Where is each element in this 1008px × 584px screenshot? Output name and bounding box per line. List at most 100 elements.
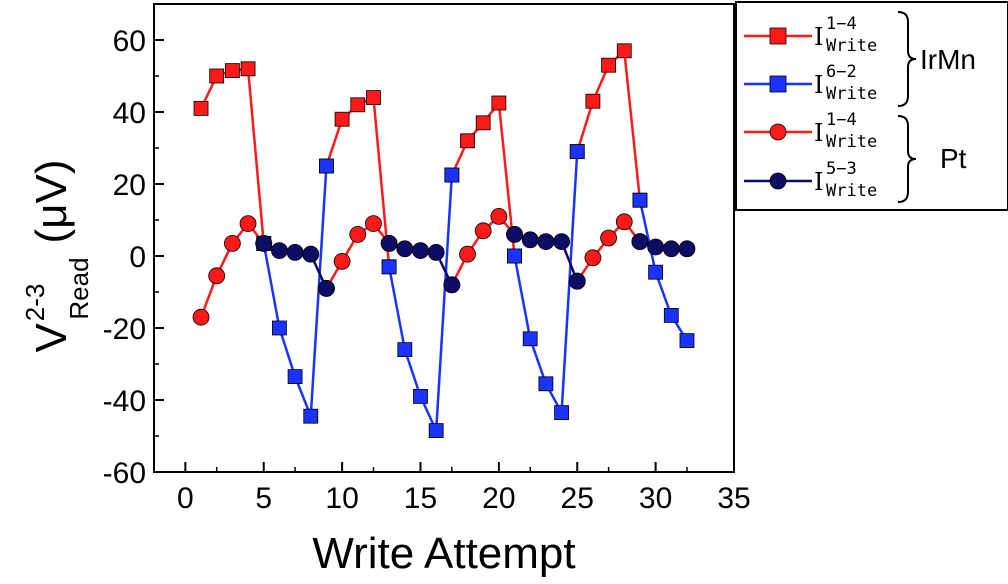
data-point: [366, 90, 381, 105]
data-point: [286, 243, 304, 261]
legend-symbol: I: [814, 168, 823, 196]
data-point: [585, 93, 601, 109]
y-tick-label: 0: [129, 241, 146, 274]
data-point: [350, 97, 366, 113]
x-tick-label: 30: [639, 482, 672, 515]
data-point: [319, 158, 334, 174]
data-point: [460, 133, 475, 149]
data-point: [663, 307, 679, 323]
data-point: [769, 123, 787, 141]
legend-subscript: Write: [826, 132, 877, 152]
data-point: [209, 68, 225, 84]
y-tick-label: 60: [113, 25, 146, 58]
data-point: [769, 27, 787, 45]
data-point: [413, 388, 428, 404]
data-point: [428, 423, 444, 439]
data-point: [568, 272, 586, 290]
data-point: [381, 259, 397, 275]
y-axis-title-subscript: Read: [64, 257, 94, 319]
legend-symbol: I: [814, 119, 823, 147]
data-point: [271, 242, 288, 260]
data-point: [443, 276, 461, 294]
data-point: [538, 376, 554, 392]
data-point: [223, 234, 241, 252]
data-point: [427, 243, 445, 261]
data-point: [333, 252, 351, 270]
data-point: [632, 192, 648, 208]
legend-superscript: 6−2: [826, 62, 857, 82]
data-point: [193, 101, 209, 116]
data-point: [287, 369, 303, 385]
series-layer: [192, 43, 696, 439]
legend-subscript: Write: [826, 84, 877, 104]
data-point: [600, 229, 617, 247]
data-point: [631, 233, 649, 251]
data-point: [303, 408, 319, 424]
data-point: [365, 215, 382, 233]
data-point: [647, 238, 665, 256]
plot-frame: [153, 3, 735, 473]
legend-superscript: 1−4: [826, 14, 857, 34]
data-point: [506, 225, 523, 243]
data-point: [554, 405, 569, 421]
data-point: [648, 264, 664, 280]
data-point: [491, 95, 507, 111]
series-line: [513, 151, 579, 418]
data-point: [459, 245, 476, 263]
legend-symbol: I: [814, 71, 823, 99]
series-line: [638, 199, 689, 342]
y-tick-label: -20: [103, 313, 146, 346]
data-point: [475, 115, 491, 131]
data-point: [272, 320, 287, 336]
x-tick-label: 0: [177, 482, 194, 515]
data-point: [769, 172, 787, 190]
x-tick-label: 15: [404, 482, 437, 515]
x-tick-label: 35: [717, 482, 750, 515]
data-point: [240, 61, 256, 77]
legend-subscript: Write: [826, 181, 877, 201]
legend-superscript: 1−4: [826, 110, 857, 130]
data-point: [412, 242, 429, 260]
y-axis-title-symbol: V: [27, 323, 76, 353]
y-axis-title-superscript: 2-3: [20, 284, 50, 322]
data-point: [349, 225, 367, 243]
y-axis-title: V 2-3 Read (μV): [20, 159, 94, 352]
data-point: [396, 240, 414, 258]
data-point: [662, 240, 680, 258]
data-point: [553, 233, 570, 251]
data-point: [616, 43, 632, 59]
y-tick-label: 20: [113, 169, 146, 202]
series-line: [576, 48, 642, 201]
data-point: [537, 233, 555, 251]
data-point: [615, 213, 633, 231]
data-point: [521, 231, 539, 249]
legend-subscript: Write: [826, 36, 877, 56]
data-point: [769, 75, 787, 93]
data-point: [679, 333, 695, 349]
data-point: [522, 331, 538, 347]
y-tick-label: -40: [103, 385, 146, 418]
data-point: [192, 308, 210, 326]
x-tick-label: 10: [325, 482, 358, 515]
legend-superscript: 5−3: [826, 159, 857, 179]
x-tick-label: 20: [482, 482, 515, 515]
legend-group-irmn: IrMn: [920, 44, 976, 75]
data-point: [397, 342, 413, 358]
data-point: [507, 248, 522, 264]
x-tick-label: 25: [561, 482, 594, 515]
legend-symbol: I: [814, 23, 823, 51]
axes-layer: 0 5 10 15 20 25 30 35 -60 -40 -20 0 20 40 60: [103, 3, 751, 515]
data-point: [208, 267, 226, 285]
x-axis-title: Write Attempt: [312, 529, 575, 578]
data-point: [239, 215, 257, 233]
data-point: [302, 245, 320, 263]
y-axis-title-unit: (μV): [27, 159, 76, 243]
legend-brace: [897, 11, 917, 107]
data-point: [474, 222, 492, 240]
y-tick-label: 40: [113, 97, 146, 130]
data-point: [255, 234, 273, 252]
